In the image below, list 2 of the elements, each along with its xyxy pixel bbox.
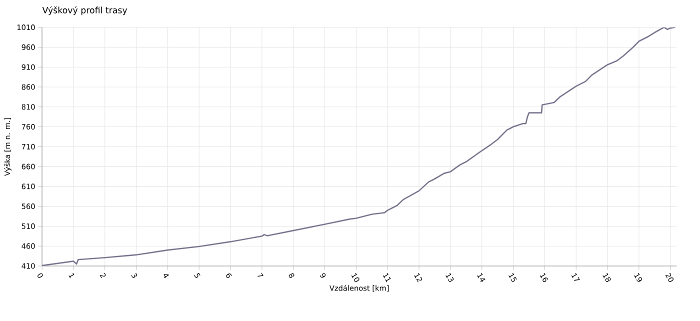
line-series	[42, 27, 676, 266]
chart-title: Výškový profil trasy	[42, 6, 128, 16]
